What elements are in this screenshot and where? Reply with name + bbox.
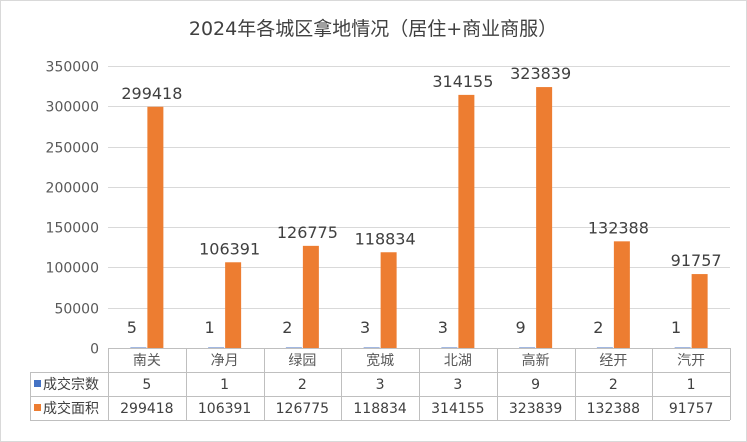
table-cell: 91757 [669, 401, 714, 417]
table-cell: 1 [687, 377, 696, 393]
category-label: 经开 [599, 353, 627, 369]
legend-label: 成交面积 [43, 400, 99, 417]
bar-count [674, 347, 691, 348]
y-tick-label: 350000 [46, 60, 99, 76]
data-label-count: 3 [438, 318, 448, 337]
table-cell: 106391 [198, 401, 251, 417]
category-label: 宽城 [366, 352, 394, 369]
bar-area [536, 87, 553, 348]
y-tick-label: 300000 [46, 100, 99, 116]
category-label: 绿园 [288, 353, 316, 369]
data-label-count: 1 [205, 318, 215, 337]
data-label-area: 106391 [199, 239, 260, 258]
data-label-area: 299418 [121, 84, 182, 103]
bar-area [613, 241, 630, 348]
data-label-count: 2 [593, 318, 603, 337]
table-cell: 2 [609, 377, 618, 393]
data-label-area: 314155 [432, 72, 493, 91]
data-label-count: 9 [516, 318, 526, 337]
table-cell: 3 [453, 377, 462, 393]
chart-title: 2024年各城区拿地情况（居住+商业商服） [189, 17, 557, 40]
gridlines [108, 66, 730, 349]
bar-area [380, 252, 397, 348]
legend-label: 成交宗数 [43, 376, 99, 393]
data-label-area: 323839 [510, 64, 571, 83]
table-cell: 132388 [587, 401, 640, 417]
data-label-count: 2 [282, 318, 292, 337]
data-label-count: 1 [671, 318, 681, 337]
bar-area [147, 106, 164, 348]
bar-area [302, 245, 319, 348]
data-labels: 5 299418 1 106391 2 126775 3 118834 3 314155 9 3238… [121, 64, 721, 337]
table-cell: 299418 [120, 401, 173, 417]
data-label-area: 118834 [355, 229, 416, 248]
table-cell: 314155 [431, 401, 484, 417]
table-cell: 3 [376, 377, 385, 393]
data-label-area: 91757 [671, 251, 722, 270]
bars [130, 87, 708, 348]
bar-count [441, 347, 458, 348]
bar-count [363, 347, 380, 348]
table-cell: 323839 [509, 401, 562, 417]
y-tick-label: 150000 [46, 221, 99, 237]
table-cell: 126775 [276, 401, 329, 417]
category-label: 南关 [133, 353, 161, 369]
y-tick-label: 200000 [46, 181, 99, 197]
bar-count [208, 347, 225, 348]
category-label: 北湖 [444, 353, 472, 369]
table-cell: 5 [142, 377, 151, 393]
table-cell: 9 [531, 377, 540, 393]
data-label-count: 3 [360, 318, 370, 337]
bar-area [458, 94, 475, 348]
table-cell: 118834 [353, 401, 407, 417]
y-tick-label: 250000 [46, 141, 99, 157]
bar-area [225, 262, 242, 348]
bar-count [596, 347, 613, 348]
legend-key [34, 404, 41, 411]
table-cell: 1 [220, 377, 229, 393]
data-label-count: 5 [127, 318, 137, 337]
y-tick-label: 0 [90, 342, 99, 358]
y-axis: 0 50000 100000 150000 200000 250000 300000 3500… [46, 60, 99, 358]
bar-count [519, 347, 536, 348]
data-label-area: 126775 [277, 223, 338, 242]
legend-key [34, 380, 41, 387]
category-label: 汽开 [677, 353, 705, 369]
category-label: 高新 [522, 352, 550, 369]
bar-area [691, 274, 708, 348]
bar-count [285, 347, 302, 348]
y-tick-label: 50000 [54, 302, 99, 318]
table-cell: 2 [298, 377, 307, 393]
y-tick-label: 100000 [46, 261, 99, 277]
bar-count [130, 347, 147, 348]
category-label: 净月 [211, 353, 239, 369]
data-label-area: 132388 [588, 218, 649, 237]
